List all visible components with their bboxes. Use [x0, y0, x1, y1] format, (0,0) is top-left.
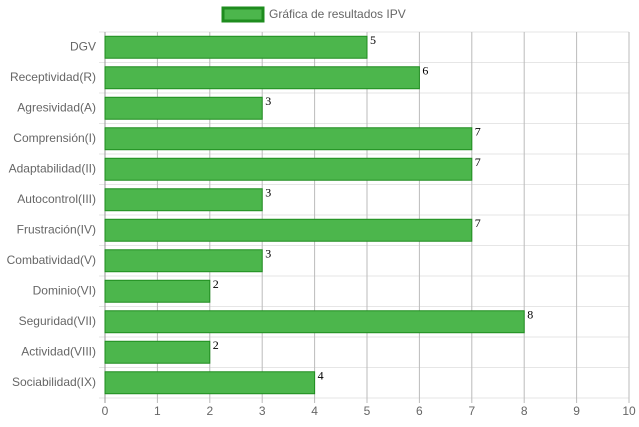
value-label: 2: [213, 338, 219, 352]
bar: [104, 188, 263, 212]
legend-swatch: [221, 6, 265, 23]
bar: [104, 35, 368, 59]
x-tick-label: 9: [573, 404, 580, 418]
value-label: 7: [475, 216, 481, 230]
value-label: 3: [265, 186, 271, 200]
y-tick-label: Autocontrol(III): [17, 192, 96, 206]
value-label: 3: [265, 247, 271, 261]
bar: [104, 279, 211, 303]
x-tick-label: 1: [154, 404, 161, 418]
value-label: 8: [527, 308, 533, 322]
y-tick-label: Agresividad(A): [17, 100, 96, 114]
bar: [104, 127, 473, 151]
x-tick-label: 7: [468, 404, 475, 418]
bar: [104, 310, 525, 334]
value-label: 4: [318, 369, 324, 383]
y-tick-label: Frustración(IV): [17, 222, 96, 236]
value-label: 7: [475, 125, 481, 139]
legend-label: Gráfica de resultados IPV: [269, 7, 406, 21]
x-tick-label: 8: [521, 404, 528, 418]
bar: [104, 66, 420, 90]
bar: [104, 218, 473, 242]
x-tick-label: 3: [259, 404, 266, 418]
value-label: 6: [422, 64, 428, 78]
y-tick-label: Comprensión(I): [13, 131, 96, 145]
y-tick-label: Receptividad(R): [10, 70, 96, 84]
value-label: 2: [213, 277, 219, 291]
y-tick-label: Adaptabilidad(II): [9, 161, 96, 175]
bar: [104, 371, 316, 395]
y-tick-label: DGV: [70, 39, 96, 53]
bar: [104, 96, 263, 120]
bar: [104, 340, 211, 364]
y-tick-label: Actividad(VIII): [21, 344, 96, 358]
x-tick-label: 5: [364, 404, 371, 418]
x-tick-label: 6: [416, 404, 423, 418]
x-tick-label: 4: [311, 404, 318, 418]
value-label: 5: [370, 33, 376, 47]
value-label: 7: [475, 155, 481, 169]
x-tick-label: 0: [102, 404, 109, 418]
x-tick-label: 10: [622, 404, 636, 418]
bar: [104, 249, 263, 273]
value-label: 3: [265, 94, 271, 108]
y-tick-label: Combatividad(V): [7, 253, 96, 267]
bar: [104, 157, 473, 181]
y-tick-label: Seguridad(VII): [19, 314, 96, 328]
x-tick-label: 2: [206, 404, 213, 418]
y-tick-label: Sociabilidad(IX): [12, 375, 96, 389]
y-tick-label: Dominio(VI): [33, 283, 96, 297]
